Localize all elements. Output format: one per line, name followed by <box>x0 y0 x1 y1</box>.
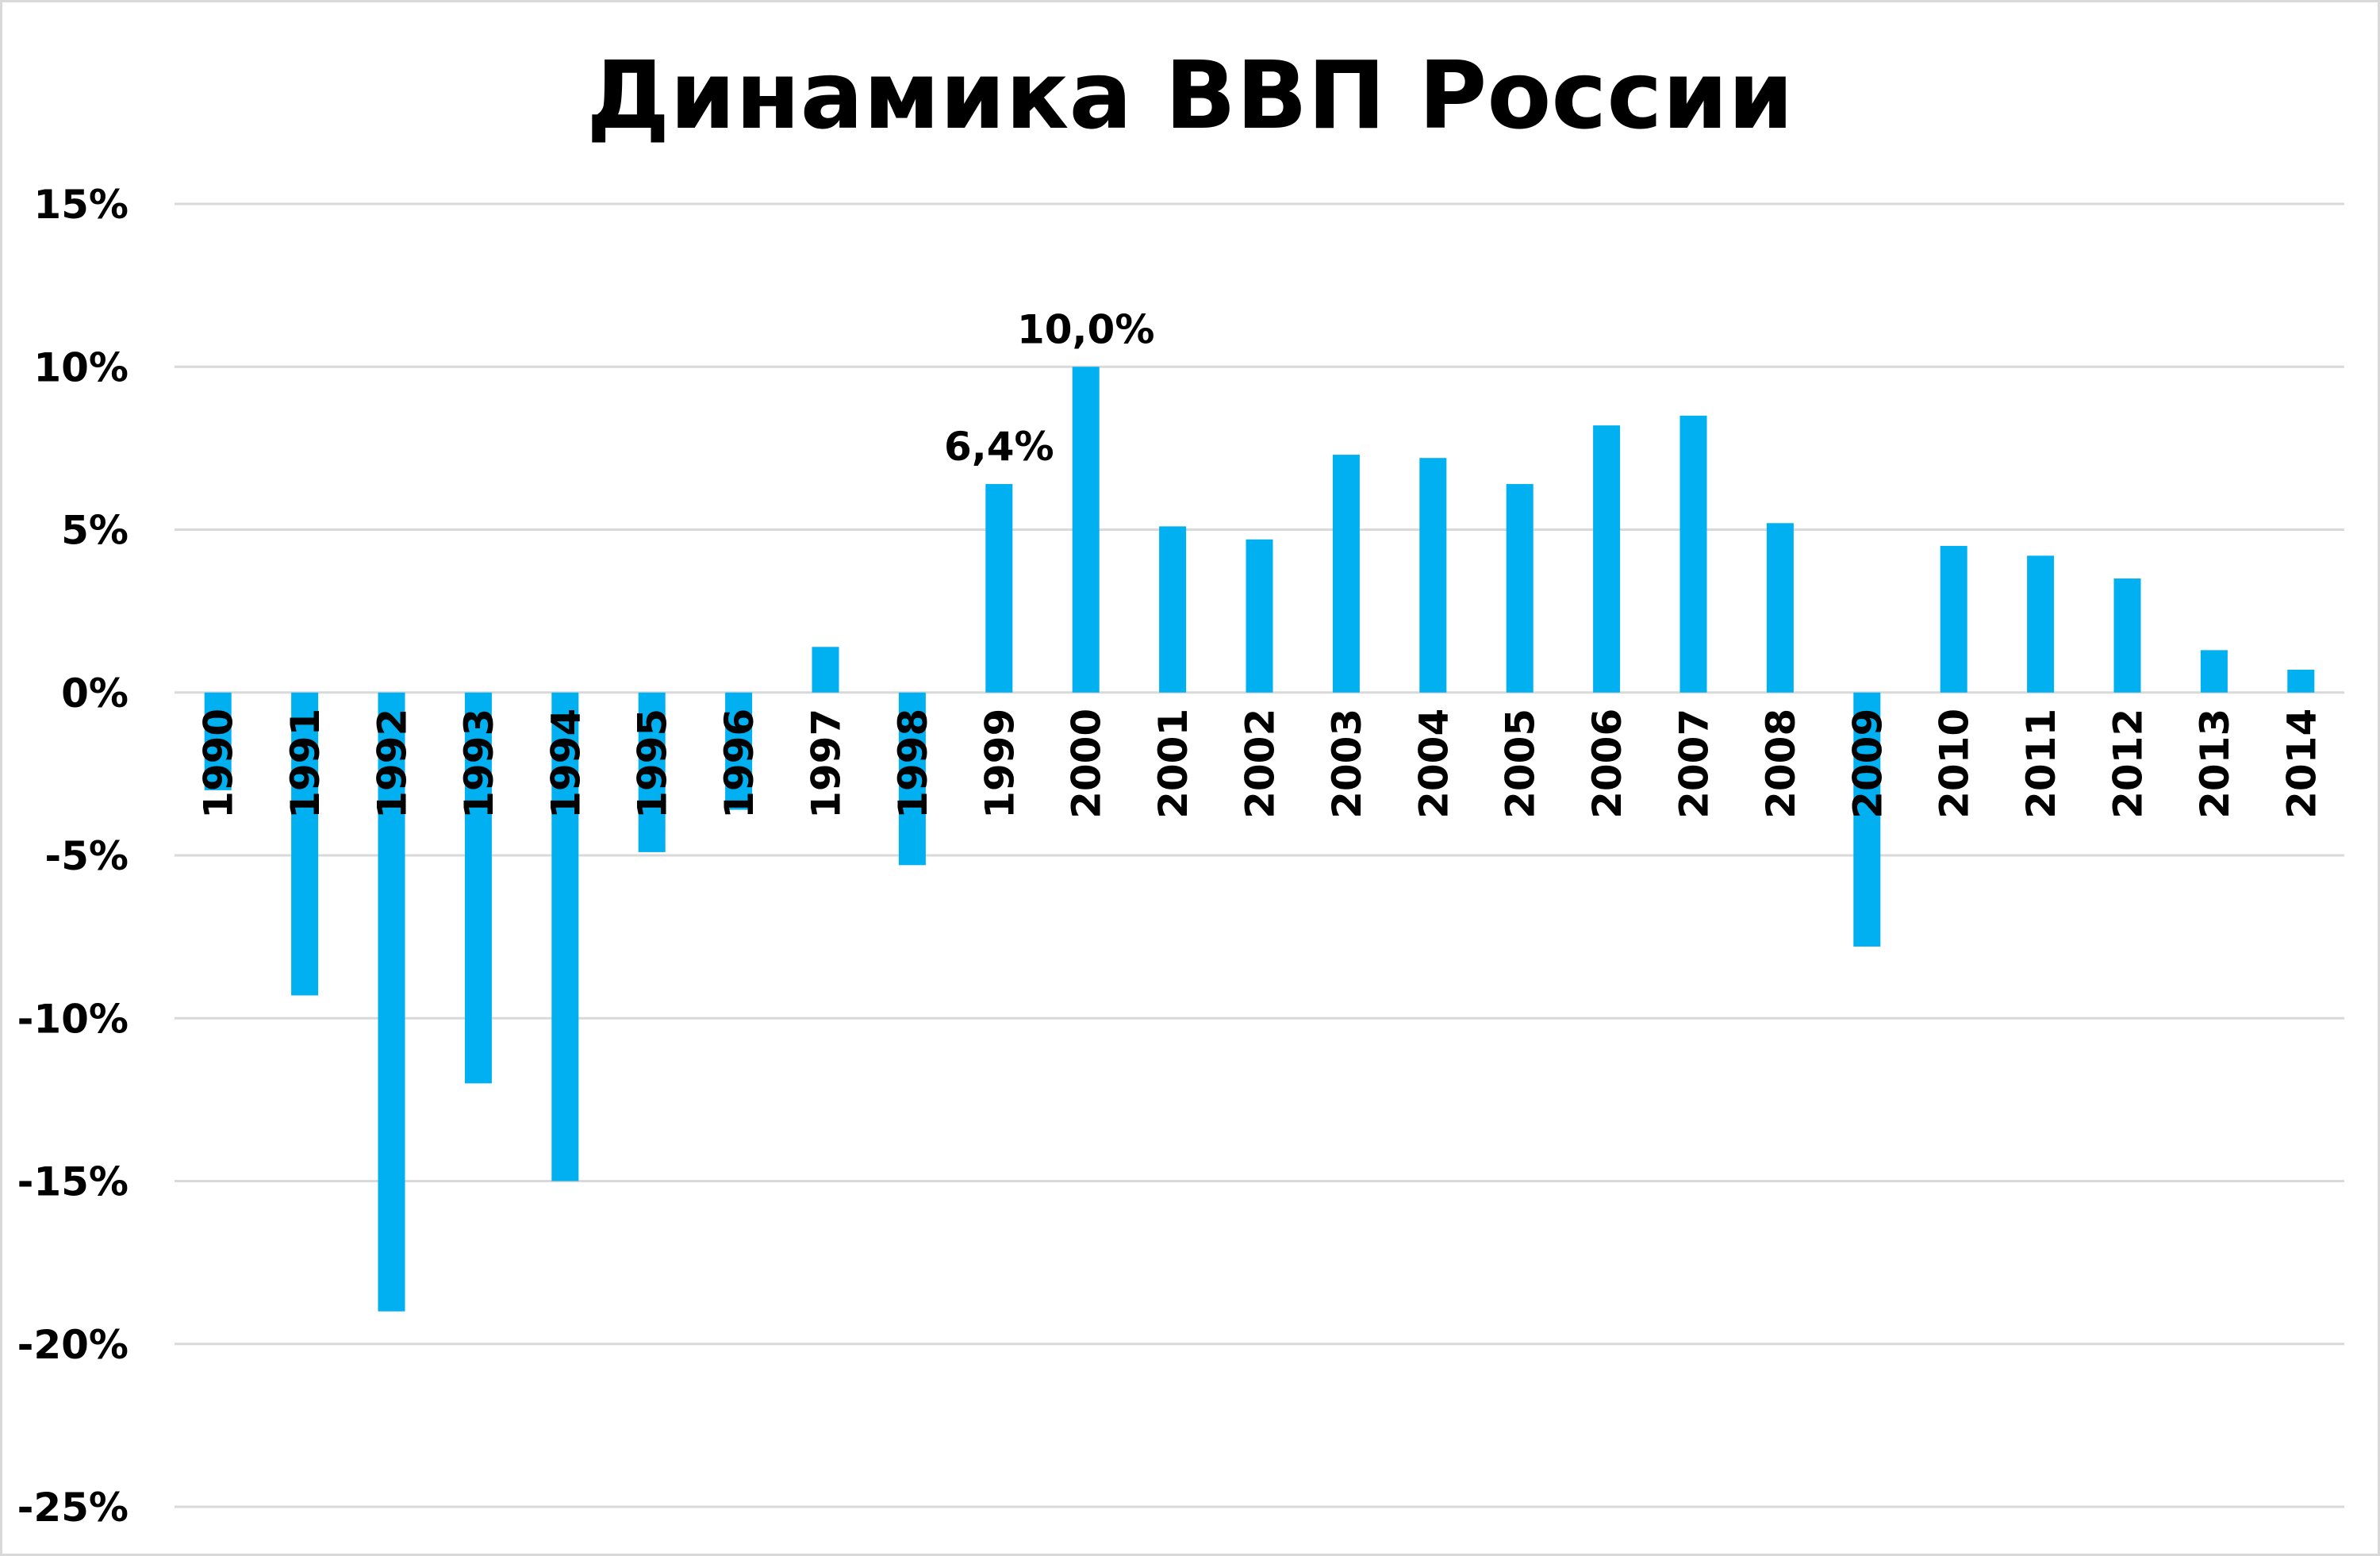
x-axis: 1990 1991 1992 1993 1994 1995 1996 1997 1998 1999… <box>196 709 2325 819</box>
y-axis: 15% 10% 5% 0% -5% -10% -15% -20% -25% <box>17 182 129 1531</box>
x-tick-label: 2009 <box>1844 709 1891 819</box>
bar-2011 <box>2027 555 2055 693</box>
x-tick-label: 2005 <box>1498 709 1544 819</box>
bar-2014 <box>2287 670 2315 693</box>
bar-1994 <box>551 692 579 1181</box>
bar-2004 <box>1419 458 1447 693</box>
bar-2000 <box>1072 367 1100 693</box>
x-tick-label: 2002 <box>1238 709 1284 819</box>
y-tick-label: -5% <box>44 833 129 879</box>
y-tick-label: 0% <box>61 670 129 717</box>
bar-1998 <box>898 692 926 866</box>
x-tick-label: 1992 <box>370 709 416 819</box>
bar-1992 <box>378 692 405 1312</box>
bar-1993 <box>464 692 492 1084</box>
x-tick-label: 1990 <box>196 709 242 819</box>
bar-2013 <box>2200 650 2228 693</box>
y-tick-label: -20% <box>17 1322 129 1368</box>
bars <box>204 367 2315 1312</box>
x-tick-label: 2013 <box>2192 709 2238 819</box>
gridlines <box>175 202 2344 1508</box>
bar-2009 <box>1853 692 1881 947</box>
bar-2003 <box>1332 455 1360 693</box>
chart-title: Динамика ВВП России <box>586 40 1794 150</box>
x-tick-label: 2001 <box>1150 709 1196 819</box>
x-tick-label: 2007 <box>1672 709 1718 819</box>
bar-2012 <box>2113 578 2141 693</box>
x-tick-label: 1996 <box>716 709 762 819</box>
x-tick-label: 1998 <box>890 709 936 819</box>
bar-2008 <box>1766 523 1794 693</box>
x-tick-label: 1997 <box>804 709 850 819</box>
x-tick-label: 2003 <box>1324 709 1370 819</box>
bar-1999 <box>985 484 1013 693</box>
data-label-2000: 10,0% <box>1017 306 1154 352</box>
bar-2002 <box>1246 539 1273 693</box>
x-tick-label: 2006 <box>1584 709 1630 819</box>
bar-2005 <box>1506 484 1534 693</box>
bar-2007 <box>1679 415 1707 693</box>
x-tick-label: 2008 <box>1758 709 1804 819</box>
x-tick-label: 2012 <box>2106 709 2152 819</box>
x-tick-label: 1999 <box>977 709 1023 819</box>
x-tick-label: 1993 <box>456 709 502 819</box>
bar-1995 <box>638 692 666 852</box>
x-tick-label: 2000 <box>1064 709 1110 819</box>
x-tick-label: 2011 <box>2018 709 2064 819</box>
x-tick-label: 1995 <box>630 709 676 819</box>
bar-2006 <box>1593 425 1621 693</box>
bar-1996 <box>725 692 753 810</box>
y-tick-label: 15% <box>33 182 129 228</box>
x-tick-label: 2004 <box>1411 709 1457 819</box>
bar-1991 <box>291 692 319 996</box>
x-tick-label: 1991 <box>282 709 328 819</box>
bar-2010 <box>1940 546 1967 693</box>
data-label-1999: 6,4% <box>944 424 1054 470</box>
x-tick-label: 2014 <box>2278 709 2324 819</box>
y-tick-label: 10% <box>33 344 129 390</box>
x-tick-label: 1994 <box>543 709 589 819</box>
bar-1990 <box>204 692 232 790</box>
bar-1997 <box>812 647 839 693</box>
bar-2001 <box>1159 526 1187 693</box>
x-tick-label: 2010 <box>1932 709 1978 819</box>
y-tick-label: 5% <box>61 508 129 554</box>
y-tick-label: -25% <box>17 1485 129 1531</box>
data-labels: 6,4% 10,0% <box>944 306 1154 470</box>
y-tick-label: -10% <box>17 996 129 1042</box>
y-tick-label: -15% <box>17 1159 129 1205</box>
